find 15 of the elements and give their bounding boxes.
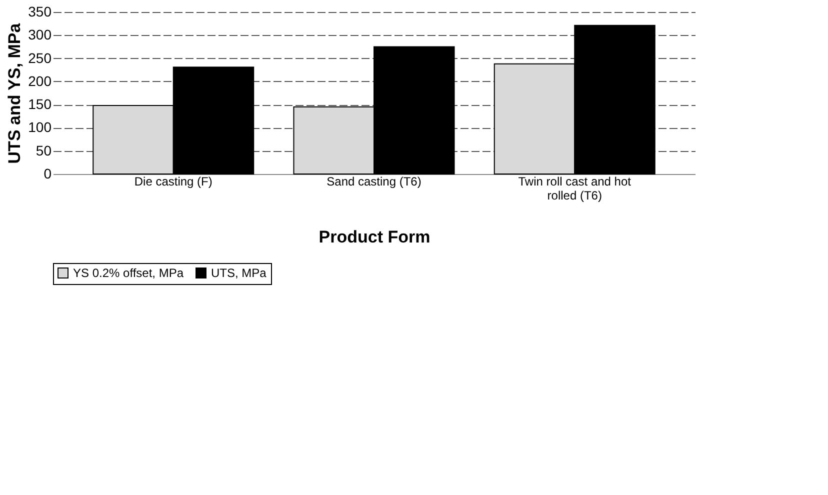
x-tick-label: Twin roll cast and hot rolled (T6) <box>518 174 632 202</box>
y-tick-label: 50 <box>36 142 52 158</box>
y-tick-label: 200 <box>28 72 52 89</box>
legend-label: UTS, MPa <box>211 266 267 280</box>
y-tick-label: 0 <box>44 166 52 182</box>
y-tick-label: 250 <box>28 50 52 66</box>
y-tick-label: 100 <box>28 119 52 136</box>
y-axis-title: UTS and YS, MPa <box>5 22 24 164</box>
y-tick-label: 350 <box>28 4 52 20</box>
x-axis-title: Product Form <box>318 228 430 246</box>
y-tick-label: 150 <box>28 96 52 112</box>
x-tick-label: Die casting (F) <box>134 174 212 188</box>
y-tick-label: 300 <box>28 26 52 43</box>
x-tick-label: Sand casting (T6) <box>326 174 422 188</box>
legend-label: YS 0.2% offset, MPa <box>73 266 184 280</box>
